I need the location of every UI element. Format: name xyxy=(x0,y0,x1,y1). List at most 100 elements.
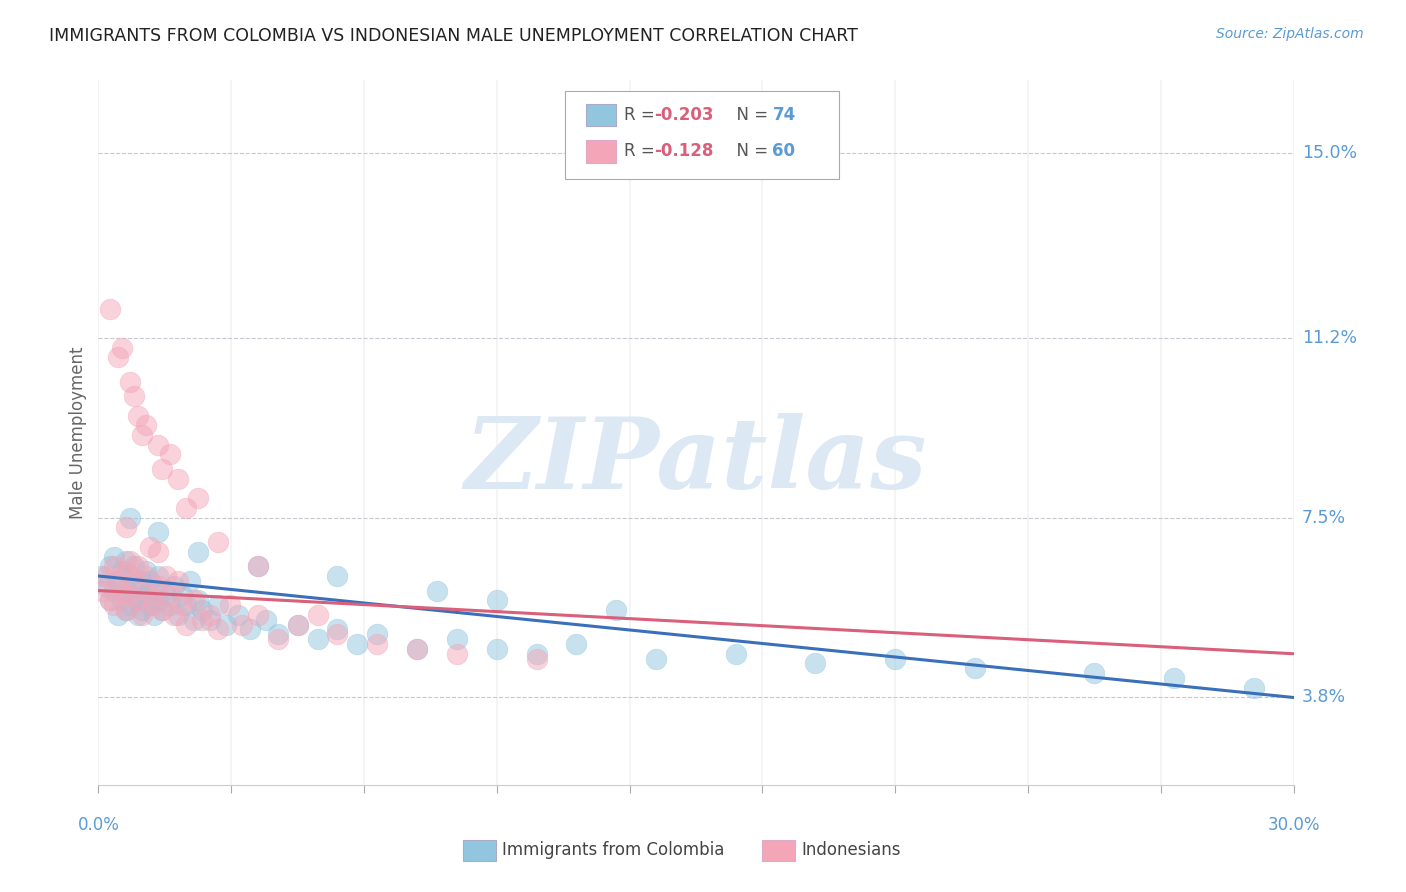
Point xyxy=(103,583,125,598)
Point xyxy=(148,593,170,607)
Point xyxy=(91,583,114,598)
Point xyxy=(198,613,221,627)
Text: 60: 60 xyxy=(772,143,796,161)
Point xyxy=(127,593,149,607)
Point xyxy=(187,491,209,506)
Point xyxy=(139,540,162,554)
Point xyxy=(127,579,149,593)
Point xyxy=(115,520,138,534)
Point xyxy=(98,593,122,607)
Point xyxy=(804,657,827,671)
Point xyxy=(174,617,197,632)
Text: 3.8%: 3.8% xyxy=(1302,689,1346,706)
Point xyxy=(115,583,138,598)
Point xyxy=(254,613,277,627)
FancyBboxPatch shape xyxy=(463,840,496,861)
Point xyxy=(485,641,508,656)
Point xyxy=(115,603,138,617)
FancyBboxPatch shape xyxy=(762,840,796,861)
Point xyxy=(150,462,173,476)
Point xyxy=(174,500,197,515)
Point xyxy=(167,472,190,486)
FancyBboxPatch shape xyxy=(565,91,839,179)
Text: Indonesians: Indonesians xyxy=(801,841,901,860)
Text: R =: R = xyxy=(624,143,661,161)
Point xyxy=(111,564,134,578)
Point xyxy=(191,613,214,627)
Point xyxy=(485,593,508,607)
Point xyxy=(96,569,118,583)
Point xyxy=(120,589,142,603)
Point xyxy=(1083,666,1105,681)
Point xyxy=(115,603,138,617)
Text: Immigrants from Colombia: Immigrants from Colombia xyxy=(502,841,724,860)
Point xyxy=(159,598,181,612)
Text: ZIPatlas: ZIPatlas xyxy=(465,413,927,509)
Point xyxy=(172,589,194,603)
Point xyxy=(406,641,429,656)
Point xyxy=(207,598,229,612)
Point xyxy=(131,607,153,622)
Point xyxy=(135,564,157,578)
Point xyxy=(426,583,449,598)
Point xyxy=(446,647,468,661)
Text: -0.128: -0.128 xyxy=(654,143,713,161)
Point xyxy=(115,554,138,568)
Point xyxy=(159,589,181,603)
Point xyxy=(103,549,125,564)
Point xyxy=(91,569,114,583)
Point xyxy=(207,535,229,549)
Point xyxy=(724,647,747,661)
Text: IMMIGRANTS FROM COLOMBIA VS INDONESIAN MALE UNEMPLOYMENT CORRELATION CHART: IMMIGRANTS FROM COLOMBIA VS INDONESIAN M… xyxy=(49,27,858,45)
Point xyxy=(120,375,142,389)
Point xyxy=(155,589,177,603)
Point xyxy=(187,593,209,607)
Text: 74: 74 xyxy=(772,106,796,124)
Text: 30.0%: 30.0% xyxy=(1267,815,1320,833)
Point xyxy=(98,593,122,607)
Point xyxy=(198,607,221,622)
Point xyxy=(120,569,142,583)
Point xyxy=(326,627,349,641)
Point xyxy=(143,583,166,598)
Point xyxy=(215,617,238,632)
Point xyxy=(326,569,349,583)
Point xyxy=(884,651,907,665)
Point xyxy=(139,589,162,603)
Point xyxy=(172,598,194,612)
Point xyxy=(96,579,118,593)
Point xyxy=(131,574,153,588)
Point xyxy=(148,579,170,593)
Point xyxy=(124,559,146,574)
Text: R =: R = xyxy=(624,106,661,124)
Point xyxy=(167,607,190,622)
Point xyxy=(135,418,157,433)
Point xyxy=(103,598,125,612)
Point xyxy=(111,593,134,607)
Point xyxy=(98,301,122,316)
Point xyxy=(107,574,129,588)
Point xyxy=(267,627,290,641)
Point xyxy=(159,448,181,462)
Point xyxy=(226,607,249,622)
Point xyxy=(346,637,368,651)
Text: 0.0%: 0.0% xyxy=(77,815,120,833)
Point xyxy=(150,603,173,617)
Point xyxy=(406,641,429,656)
Point xyxy=(191,603,214,617)
Point xyxy=(183,613,205,627)
Point xyxy=(246,559,269,574)
Text: -0.203: -0.203 xyxy=(654,106,714,124)
Point xyxy=(150,603,173,617)
Point xyxy=(131,428,153,442)
Point xyxy=(267,632,290,647)
Point xyxy=(287,617,309,632)
Point xyxy=(131,603,153,617)
Point xyxy=(148,525,170,540)
Y-axis label: Male Unemployment: Male Unemployment xyxy=(69,346,87,519)
Point xyxy=(107,607,129,622)
Point xyxy=(163,607,186,622)
Point xyxy=(120,554,142,568)
Point xyxy=(143,607,166,622)
Point xyxy=(605,603,627,617)
